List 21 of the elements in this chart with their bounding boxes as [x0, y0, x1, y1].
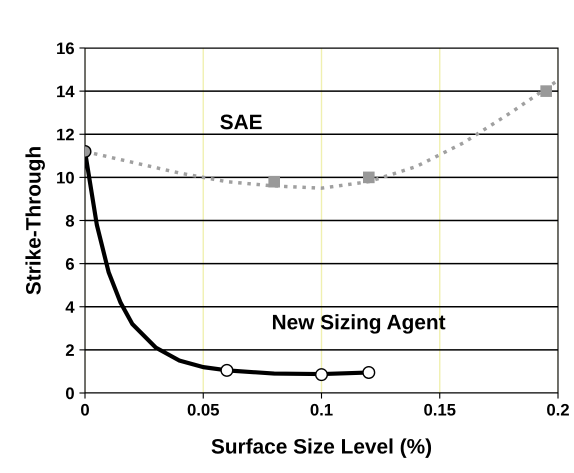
y-tick-label: 10 — [57, 172, 74, 184]
point — [362, 172, 375, 184]
x-tick-label: 0.05 — [188, 404, 220, 416]
y-tick-label: 2 — [66, 344, 74, 356]
x-tick-label: 0.15 — [424, 404, 456, 416]
series-label: New Sizing Agent — [272, 314, 446, 334]
y-tick-label: 0 — [66, 387, 74, 400]
x-tick-label: 0.1 — [310, 404, 333, 416]
x-tick-label: 0.2 — [547, 404, 569, 416]
x-tick-label: 0 — [81, 404, 89, 416]
y-tick-label: 12 — [57, 128, 74, 140]
y-tick-label: 6 — [66, 258, 74, 270]
point — [540, 85, 552, 97]
y-axis-title: Strike-Through — [25, 147, 45, 295]
x-axis-title: Surface Size Level (%) — [212, 438, 432, 458]
point — [268, 176, 280, 188]
text: SAE — [220, 114, 262, 130]
y-tick-label: 14 — [57, 86, 74, 98]
y-tick-label: 16 — [57, 42, 74, 54]
y-tick-label: 4 — [66, 301, 74, 313]
y-tick-label: 8 — [66, 214, 74, 227]
